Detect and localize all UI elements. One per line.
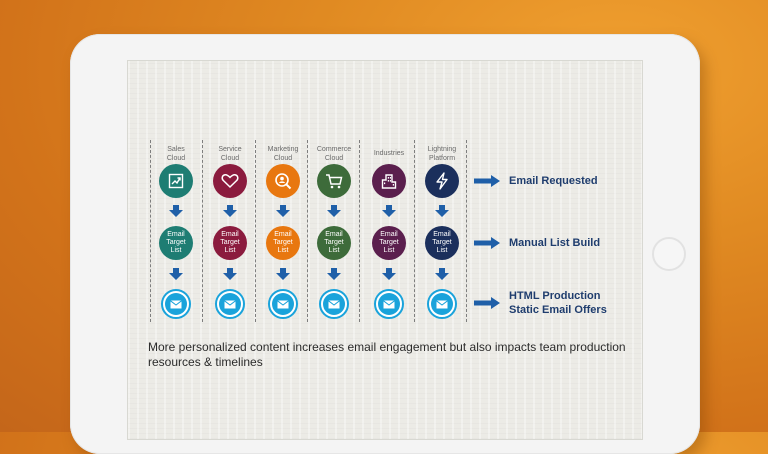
row-label-email-requested: Email Requested bbox=[509, 175, 598, 187]
envelope-icon bbox=[431, 293, 453, 315]
shopping-cart-icon bbox=[325, 173, 343, 189]
email-target-list-label: Email Target List bbox=[273, 231, 293, 254]
building-icon bbox=[381, 173, 397, 189]
column-separator bbox=[202, 140, 203, 322]
column-separator bbox=[359, 140, 360, 322]
row-label-manual-list-build: Manual List Build bbox=[509, 237, 601, 249]
magnifier-person-icon bbox=[274, 172, 292, 190]
column-separator bbox=[414, 140, 415, 322]
column-separator bbox=[255, 140, 256, 322]
column-label-sales-cloud: Sales Cloud bbox=[166, 146, 186, 162]
column-label-marketing-cloud: Marketing Cloud bbox=[267, 146, 299, 162]
email-offer-node bbox=[427, 289, 457, 319]
email-offer-node bbox=[319, 289, 349, 319]
email-target-list-label: Email Target List bbox=[379, 231, 399, 254]
cloud-node-marketing-cloud bbox=[266, 164, 300, 198]
heart-icon bbox=[221, 173, 239, 189]
envelope-icon bbox=[272, 293, 294, 315]
row-label-static-email-offers: Static Email Offers bbox=[509, 304, 607, 316]
email-target-list-node: Email Target List bbox=[213, 226, 247, 260]
tablet-home-button[interactable] bbox=[652, 237, 686, 271]
email-offer-node bbox=[161, 289, 191, 319]
lightning-icon bbox=[435, 172, 449, 190]
email-target-list-node: Email Target List bbox=[317, 226, 351, 260]
envelope-icon bbox=[323, 293, 345, 315]
envelope-icon bbox=[219, 293, 241, 315]
cloud-node-service-cloud bbox=[213, 164, 247, 198]
email-target-list-label: Email Target List bbox=[324, 231, 344, 254]
column-label-industries: Industries bbox=[373, 150, 405, 157]
row1-right-arrow bbox=[474, 175, 500, 187]
row3-right-arrow bbox=[474, 297, 500, 309]
email-target-list-node: Email Target List bbox=[372, 226, 406, 260]
email-target-list-label: Email Target List bbox=[166, 231, 186, 254]
email-target-list-label: Email Target List bbox=[432, 231, 452, 254]
cloud-node-sales-cloud bbox=[159, 164, 193, 198]
column-separator bbox=[150, 140, 151, 322]
email-target-list-node: Email Target List bbox=[159, 226, 193, 260]
chart-growth-icon bbox=[168, 173, 184, 189]
row-label-html-production: HTML Production bbox=[509, 290, 601, 302]
slide-caption: More personalized content increases emai… bbox=[148, 340, 626, 369]
cloud-node-industries bbox=[372, 164, 406, 198]
email-target-list-label: Email Target List bbox=[220, 231, 240, 254]
cloud-node-lightning-platform bbox=[425, 164, 459, 198]
envelope-icon bbox=[378, 293, 400, 315]
email-offer-node bbox=[268, 289, 298, 319]
column-label-commerce-cloud: Commerce Cloud bbox=[316, 146, 352, 162]
email-offer-node bbox=[374, 289, 404, 319]
envelope-icon bbox=[165, 293, 187, 315]
cloud-node-commerce-cloud bbox=[317, 164, 351, 198]
column-separator bbox=[466, 140, 467, 322]
column-label-lightning-platform: Lightning Platform bbox=[427, 146, 457, 162]
row2-right-arrow bbox=[474, 237, 500, 249]
column-separator bbox=[307, 140, 308, 322]
column-label-service-cloud: Service Cloud bbox=[218, 146, 242, 162]
email-offer-node bbox=[215, 289, 245, 319]
email-target-list-node: Email Target List bbox=[425, 226, 459, 260]
email-target-list-node: Email Target List bbox=[266, 226, 300, 260]
